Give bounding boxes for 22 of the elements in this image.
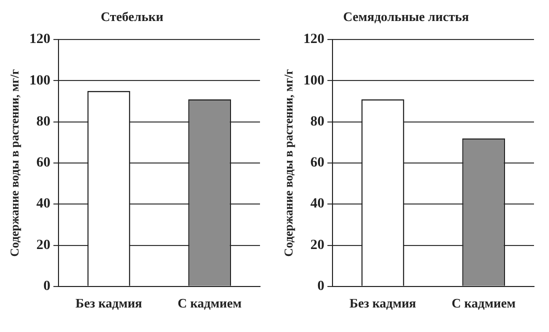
- y-tick-label: 80: [310, 114, 324, 130]
- x-tick-label: С кадмием: [178, 296, 242, 311]
- y-tick-label: 120: [29, 32, 50, 48]
- y-tick-label: 0: [43, 279, 50, 294]
- y-tick-label: 40: [36, 196, 50, 212]
- x-tick-label: Без кадмия: [76, 296, 142, 311]
- y-tick-label: 60: [36, 156, 50, 171]
- y-tick-label: 100: [29, 73, 50, 88]
- y-tick-label: 40: [310, 196, 324, 212]
- x-tick-label: Без кадмия: [350, 296, 416, 311]
- y-tick-label: 60: [310, 156, 324, 171]
- y-tick-label: 80: [36, 114, 50, 130]
- y-tick-label: 100: [303, 73, 324, 88]
- chart-title: Стебельки: [100, 9, 164, 24]
- y-axis-title: Содержание воды в растении, мг/г: [7, 68, 22, 257]
- chart-title: Семядольные листья: [343, 9, 469, 24]
- y-tick-label: 20: [310, 238, 324, 253]
- x-tick-label: С кадмием: [452, 296, 516, 311]
- y-tick-label: 0: [317, 279, 324, 294]
- y-tick-label: 120: [303, 32, 324, 48]
- y-axis-title: Содержание воды в растении, мг/г: [281, 68, 296, 257]
- y-tick-label: 20: [36, 238, 50, 253]
